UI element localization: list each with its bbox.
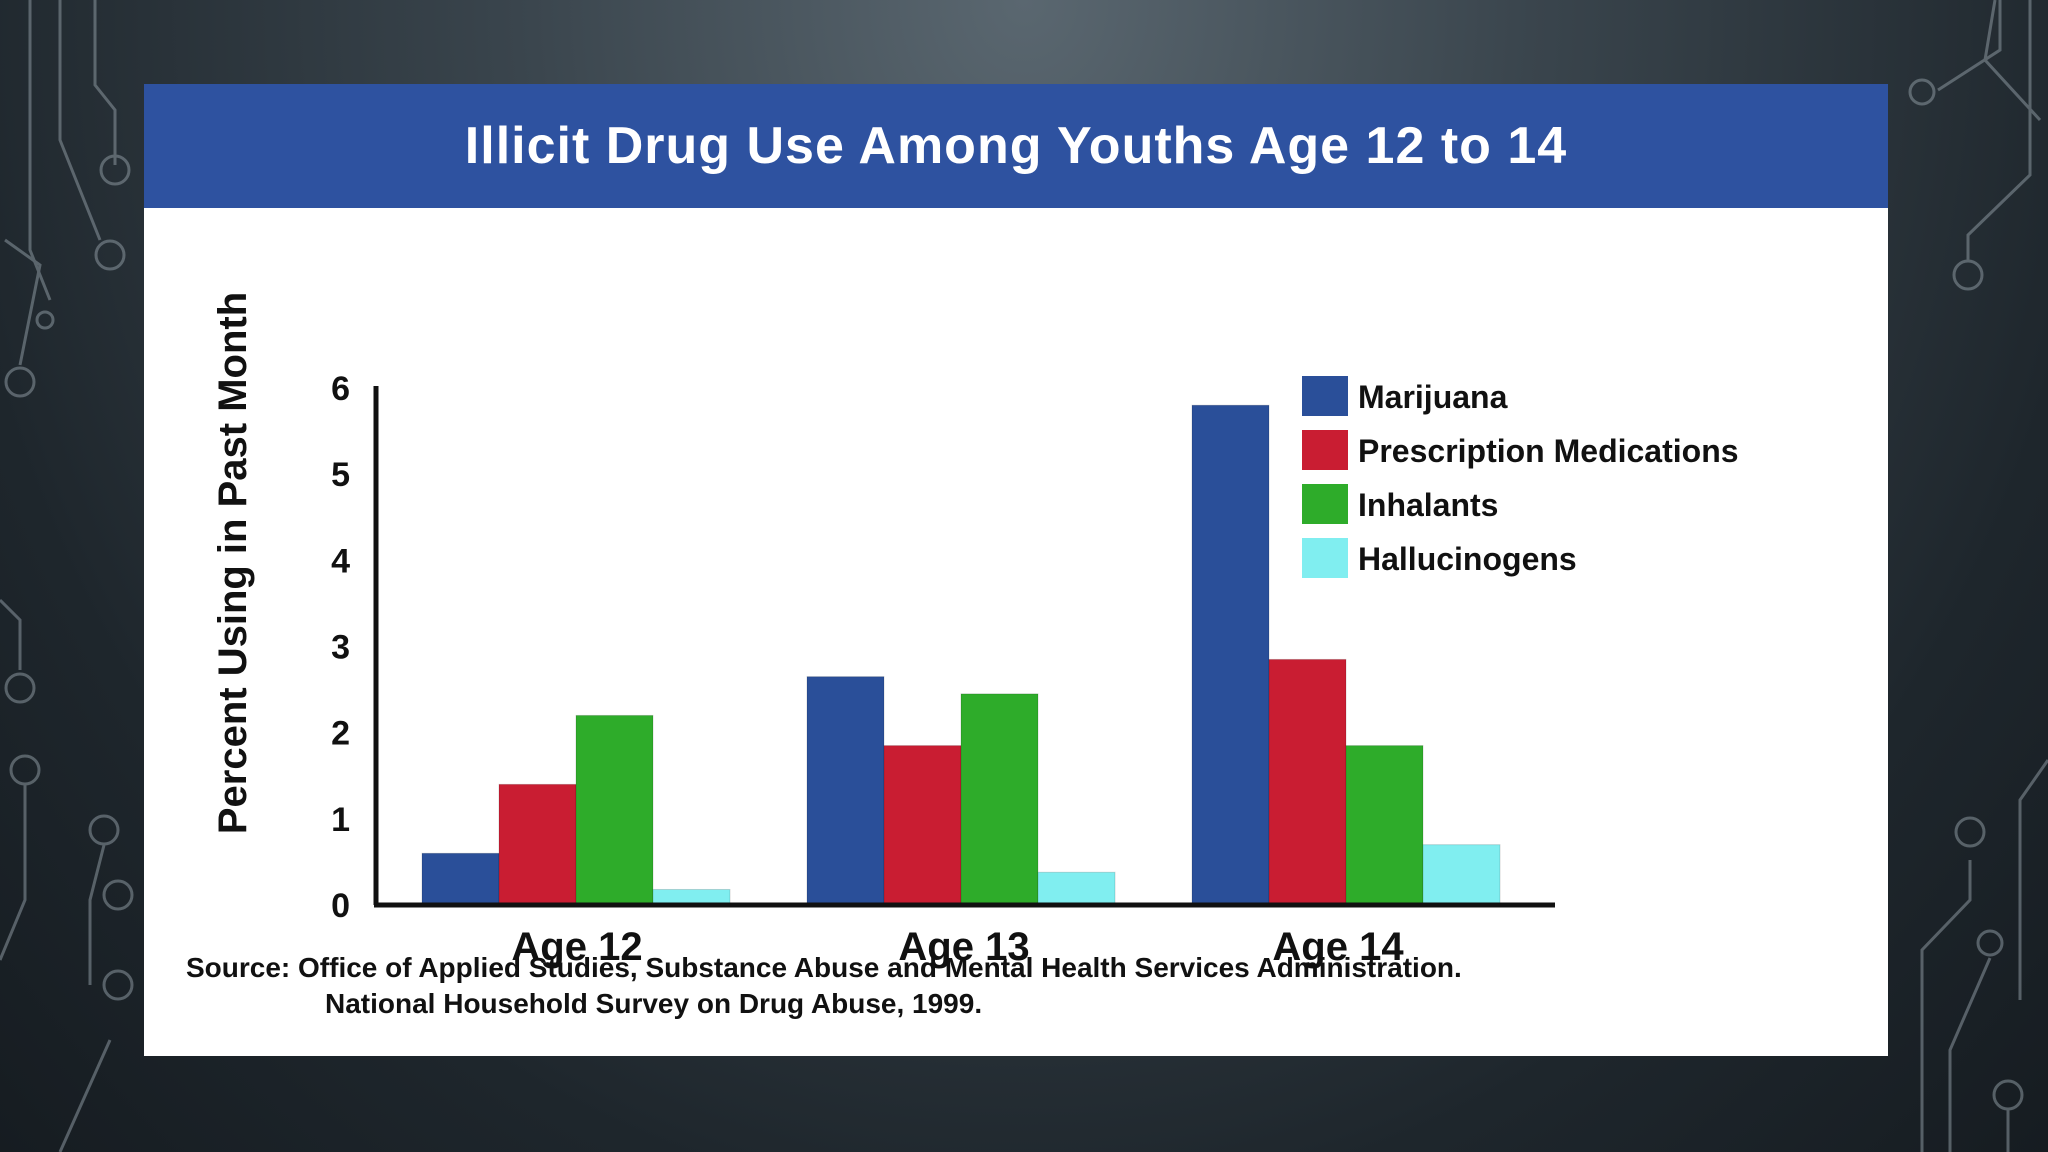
y-axis-label: Percent Using in Past Month [211, 292, 255, 834]
x-tick-label: Age 12 [511, 925, 642, 969]
y-tick-label: 5 [331, 456, 350, 494]
source-line-1: Source: Office of Applied Studies, Subst… [186, 952, 1462, 983]
x-tick-label: Age 14 [1272, 925, 1404, 969]
bar-inhalants-age-14 [1345, 745, 1424, 906]
source-line-2: National Household Survey on Drug Abuse,… [325, 988, 983, 1019]
bar-inhalants-age-13 [960, 693, 1039, 906]
bar-hallucinogens-age-14 [1422, 844, 1501, 906]
legend-swatch [1302, 376, 1348, 416]
legend-label: Inhalants [1358, 487, 1498, 523]
bar-prescription-medications-age-12 [498, 783, 577, 906]
y-tick-label: 1 [331, 801, 350, 839]
legend-label: Marijuana [1358, 379, 1508, 415]
legend-label: Hallucinogens [1358, 541, 1577, 577]
bar-marijuana-age-12 [421, 852, 500, 906]
y-tick-label: 2 [331, 715, 350, 753]
y-tick-label: 4 [331, 542, 350, 580]
legend-swatch [1302, 430, 1348, 470]
source-note: Source: Office of Applied Studies, Subst… [186, 950, 1866, 1022]
bar-inhalants-age-12 [575, 714, 654, 906]
bar-hallucinogens-age-13 [1037, 871, 1116, 906]
legend-label: Prescription Medications [1358, 433, 1739, 469]
legend-swatch [1302, 484, 1348, 524]
y-tick-label: 3 [331, 629, 350, 667]
bar-prescription-medications-age-13 [883, 745, 962, 906]
y-tick-label: 0 [331, 887, 350, 925]
chart-title: Illicit Drug Use Among Youths Age 12 to … [464, 117, 1568, 175]
bar-marijuana-age-13 [806, 676, 885, 906]
x-tick-label: Age 13 [898, 925, 1029, 969]
chart-card: Illicit Drug Use Among Youths Age 12 to … [144, 84, 1888, 1056]
title-bar: Illicit Drug Use Among Youths Age 12 to … [144, 84, 1888, 208]
legend-swatch [1302, 538, 1348, 578]
y-tick-label: 6 [331, 370, 350, 408]
bar-marijuana-age-14 [1191, 404, 1270, 906]
bar-prescription-medications-age-14 [1268, 658, 1347, 906]
bar-chart: Percent Using in Past Month 0 1 2 3 4 5 6 Age … [211, 292, 1739, 969]
